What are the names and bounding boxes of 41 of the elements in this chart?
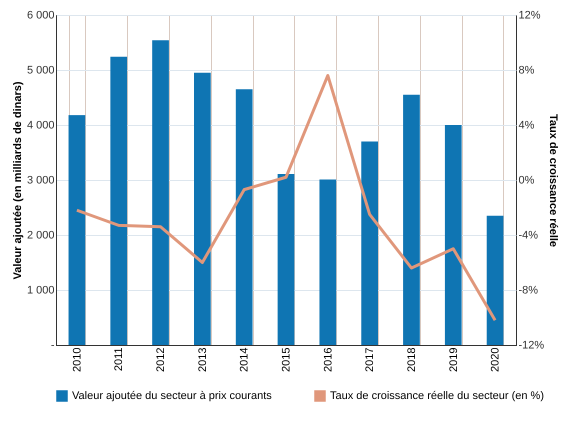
x-tick-label: 2011 bbox=[113, 348, 126, 372]
bar bbox=[486, 216, 504, 345]
x-tick-label: 2020 bbox=[490, 348, 502, 372]
y-tick-label: 3 000 bbox=[26, 174, 54, 186]
legend-label: Taux de croissance réelle du secteur (en %) bbox=[330, 390, 544, 402]
x-tick-label: 2010 bbox=[71, 348, 84, 372]
x-tick-label: 2015 bbox=[280, 348, 292, 372]
x-tick-label: 2012 bbox=[155, 348, 168, 372]
y2-axis-title: Taux de croissance réelle bbox=[547, 114, 560, 248]
line-series bbox=[75, 74, 497, 322]
y2-tick-label: 0% bbox=[518, 174, 535, 186]
x-tick-label: 2018 bbox=[406, 348, 418, 372]
y2-tick-label: -12% bbox=[518, 340, 544, 352]
bar bbox=[110, 56, 128, 345]
x-tick-label: 2016 bbox=[322, 348, 334, 372]
x-tick-label: 2017 bbox=[364, 348, 376, 372]
bar bbox=[236, 89, 253, 345]
y2-tick-label: -8% bbox=[518, 284, 538, 296]
legend-label: Valeur ajoutée du secteur à prix courants bbox=[72, 390, 272, 402]
y-tick-label: - bbox=[50, 340, 55, 352]
y-tick-label: 6 000 bbox=[26, 10, 54, 22]
y2-tick-label: 12% bbox=[518, 10, 541, 22]
bar bbox=[194, 72, 211, 345]
bar bbox=[278, 174, 294, 345]
y2-tick-label: -4% bbox=[518, 230, 538, 242]
bar bbox=[444, 125, 462, 345]
y-tick-label: 2 000 bbox=[26, 230, 54, 242]
y-tick-label: 4 000 bbox=[26, 120, 54, 132]
bar bbox=[319, 179, 336, 345]
x-tick-label: 2014 bbox=[238, 348, 251, 372]
y-tick-label: 1 000 bbox=[26, 284, 54, 296]
bar bbox=[152, 40, 169, 345]
x-tick-label: 2019 bbox=[448, 348, 460, 372]
bar bbox=[403, 94, 420, 345]
y-tick-label: 5 000 bbox=[26, 64, 54, 76]
x-tick-label: 2013 bbox=[196, 348, 209, 372]
bar bbox=[361, 142, 378, 345]
y-axis-title: Valeur ajoutée (en milliards de dinars) bbox=[12, 81, 24, 280]
y2-tick-label: 4% bbox=[518, 120, 535, 132]
y2-tick-label: 8% bbox=[518, 64, 535, 76]
bar bbox=[68, 115, 86, 345]
